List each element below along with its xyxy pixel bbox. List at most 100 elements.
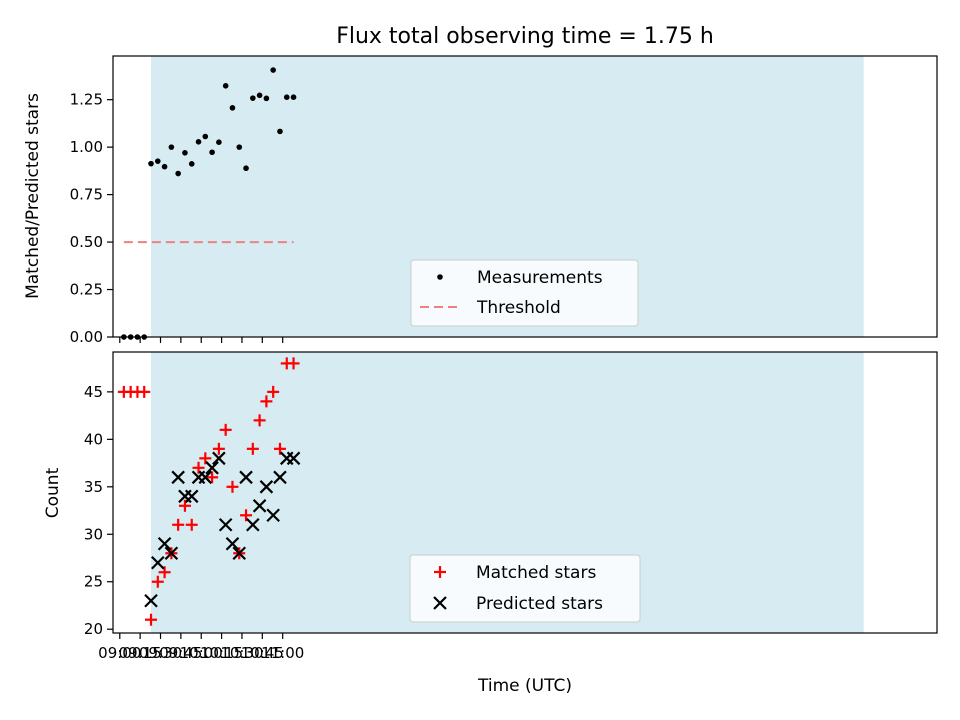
measurement-point <box>222 83 229 89</box>
measurement-point <box>168 144 175 150</box>
measurement-point <box>290 94 297 101</box>
predicted-stars-point <box>239 470 253 485</box>
top-y-tick-label: 0.25 <box>70 281 103 299</box>
bottom-axes-frame <box>112 351 938 634</box>
top-y-ticks: 0.00 0.25 0.50 0.75 1.00 1.25 <box>70 91 113 346</box>
measurement-point <box>202 133 209 140</box>
matched-stars-point <box>273 442 286 455</box>
measurement-point <box>263 95 270 102</box>
top-y-tick-label: 1.00 <box>70 138 103 156</box>
top-panel: Flux total observing time = 1.75 h 0.000… <box>23 24 938 346</box>
predicted-stars-point <box>198 470 213 485</box>
predicted-stars-point <box>232 546 247 561</box>
top-y-axis-label: Matched/Predicted stars <box>23 93 43 299</box>
bottom-y-tick-label: 35 <box>84 478 103 496</box>
bottom-y-tick-label: 30 <box>84 525 103 543</box>
legend-matched-marker <box>434 566 446 578</box>
x-tick-label: 09:00 <box>98 644 141 662</box>
matched-stars-point <box>138 385 151 398</box>
measurement-point <box>270 67 276 73</box>
bottom-y-tick-label: 40 <box>84 430 103 448</box>
matched-stars-point <box>240 509 253 522</box>
matched-stars-point <box>260 395 273 408</box>
matched-stars-point <box>253 414 266 427</box>
predicted-stars-point <box>171 470 185 485</box>
predicted-stars-point <box>273 470 287 485</box>
predicted-stars-point <box>266 508 280 523</box>
legend-measurements-label: Measurements <box>477 268 603 288</box>
measurement-point <box>154 158 161 164</box>
matched-stars-point <box>199 452 212 465</box>
predicted-stars-point <box>157 536 172 551</box>
matched-stars-point <box>212 442 225 455</box>
legend-measurements-marker <box>437 274 443 280</box>
x-tick-label: 11:00 <box>261 644 304 662</box>
measurement-point <box>209 149 215 156</box>
measurement-point <box>148 160 154 167</box>
x-tick-label: 10:45 <box>241 644 284 662</box>
measurement-point <box>243 165 249 172</box>
measurement-point <box>161 163 168 170</box>
legend-matched-label: Matched stars <box>476 563 596 583</box>
predicted-stars-point <box>144 593 158 608</box>
matched-stars-point <box>246 442 259 455</box>
bottom-x-ticks: 09:0009:1509:3009:4510:0010:1510:3010:45… <box>98 633 304 662</box>
top-x-ticks <box>119 337 284 343</box>
top-y-tick-label: 0.50 <box>70 233 103 251</box>
matched-stars-point <box>158 566 171 579</box>
bottom-y-axis-label: Count <box>43 467 63 518</box>
measurement-point <box>283 94 290 101</box>
top-y-tick-label: 0.75 <box>70 186 103 204</box>
x-tick-label: 10:30 <box>220 644 263 662</box>
matched-stars-point <box>219 423 232 436</box>
bottom-y-tick-label: 25 <box>84 573 103 591</box>
bottom-legend: Matched stars Predicted stars <box>409 554 641 623</box>
top-measurement-points <box>121 67 297 340</box>
top-legend-box <box>410 259 639 327</box>
matched-stars-point <box>267 385 280 398</box>
matched-stars-point <box>185 518 198 531</box>
matched-stars-point <box>151 575 164 588</box>
matched-stars-point <box>226 480 239 493</box>
measurement-point <box>188 161 195 167</box>
legend-predicted-label: Predicted stars <box>476 594 603 614</box>
matched-stars-point <box>192 461 205 474</box>
measurement-point <box>175 170 181 177</box>
predicted-stars-point <box>225 536 240 551</box>
matched-stars-point <box>145 613 158 626</box>
predicted-stars-point <box>151 555 165 570</box>
bottom-y-tick-label: 20 <box>84 620 103 638</box>
bottom-y-tick-label: 45 <box>84 383 103 401</box>
top-chart-title: Flux total observing time = 1.75 h <box>336 24 714 49</box>
x-tick-label: 09:15 <box>119 644 162 662</box>
bottom-panel: 20 25 30 35 40 45 09:0009:1509:3009:4510:0010… <box>43 351 938 696</box>
measurement-point <box>277 128 283 135</box>
x-tick-label: 09:30 <box>139 644 182 662</box>
predicted-stars-point <box>286 451 301 466</box>
legend-predicted-marker <box>433 596 447 610</box>
measurement-point <box>182 150 188 156</box>
predicted-stars-point <box>212 451 226 466</box>
bottom-legend-box <box>409 554 641 623</box>
bottom-x-axis-label: Time (UTC) <box>477 676 572 696</box>
predicted-stars-point <box>205 461 219 475</box>
predicted-stars-point <box>259 480 274 494</box>
predicted-stars-point <box>184 489 199 504</box>
measurement-point <box>256 92 263 99</box>
predicted-stars-point <box>164 546 179 561</box>
matched-stars-point <box>287 357 300 370</box>
matched-stars-point <box>206 471 219 484</box>
predicted-stars-point <box>246 517 260 532</box>
measurement-point <box>229 105 236 111</box>
bottom-y-ticks: 20 25 30 35 40 45 <box>84 383 113 638</box>
top-y-tick-label: 1.25 <box>70 91 103 109</box>
measurement-point <box>195 139 202 145</box>
top-legend: Measurements Threshold <box>410 259 639 327</box>
measurement-point <box>236 144 243 150</box>
top-y-tick-label: 0.00 <box>70 328 103 346</box>
predicted-stars-point <box>218 517 233 532</box>
legend-threshold-label: Threshold <box>476 298 561 318</box>
top-axes-frame <box>112 55 938 338</box>
measurement-point <box>216 139 222 145</box>
